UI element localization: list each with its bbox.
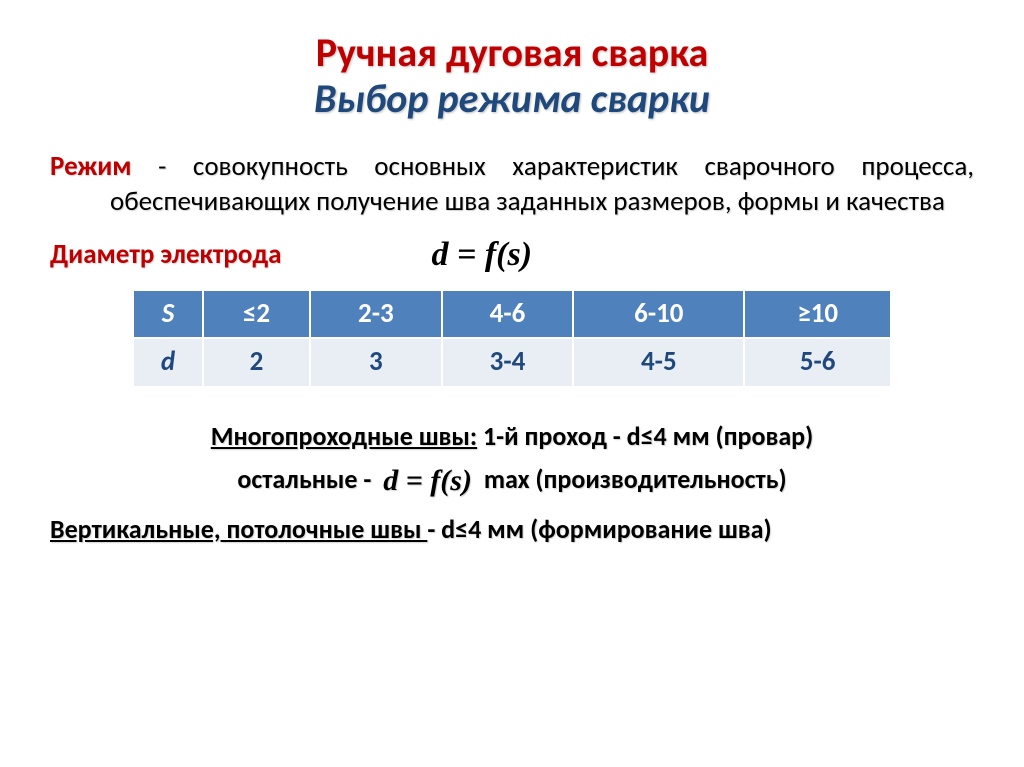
electrode-table: S ≤2 2-3 4-6 6-10 ≥10 d 2 3 3-4 4-5 5-6	[132, 289, 892, 388]
definition-text: - совокупность основных характеристик св…	[110, 150, 974, 218]
note-multipass: Многопроходные швы: 1-й проход - d≤4 мм …	[50, 416, 974, 456]
table-header-label: S	[133, 290, 203, 339]
note-multipass-underline: Многопроходные швы:	[211, 420, 477, 452]
title-subtitle: Выбор режима сварки	[50, 76, 974, 122]
notes-block: Многопроходные швы: 1-й проход - d≤4 мм …	[50, 416, 974, 549]
table-cell: 5-6	[744, 338, 891, 387]
table-cell: 3	[310, 338, 442, 387]
definition-keyword: Режим	[50, 150, 132, 183]
diameter-label: Диаметр электрода	[50, 238, 281, 273]
slide: Ручная дуговая сварка Выбор режима сварк…	[0, 0, 1024, 767]
note-others-post: max (производительность)	[478, 463, 787, 495]
title-block: Ручная дуговая сварка Выбор режима сварк…	[50, 30, 974, 122]
note-vertical-rest: - d≤4 мм (формирование шва)	[427, 513, 771, 545]
formula-main: d = f(s)	[431, 233, 532, 277]
definition-paragraph: Режим - совокупность основных характерис…	[50, 150, 974, 219]
note-vertical-underline: Вертикальные, потолочные швы	[50, 513, 427, 545]
title-main: Ручная дуговая сварка	[50, 30, 974, 76]
table-cell: 3-4	[442, 338, 574, 387]
note-vertical: Вертикальные, потолочные швы - d≤4 мм (ф…	[50, 509, 974, 549]
table-row-label: d	[133, 338, 203, 387]
table-header-cell: ≤2	[203, 290, 310, 339]
note-others-formula: d = f(s)	[377, 464, 478, 497]
note-others: остальные - d = f(s) max (производительн…	[50, 458, 974, 505]
table-cell: 2	[203, 338, 310, 387]
table-header-cell: 2-3	[310, 290, 442, 339]
table-header-cell: 4-6	[442, 290, 574, 339]
table-header-cell: ≥10	[744, 290, 891, 339]
table-data-row: d 2 3 3-4 4-5 5-6	[133, 338, 891, 387]
table-wrap: S ≤2 2-3 4-6 6-10 ≥10 d 2 3 3-4 4-5 5-6	[132, 289, 892, 388]
body: Режим - совокупность основных характерис…	[50, 150, 974, 549]
table-header-cell: 6-10	[573, 290, 744, 339]
table-cell: 4-5	[573, 338, 744, 387]
note-multipass-rest: 1-й проход - d≤4 мм (провар)	[477, 420, 813, 452]
table-header-row: S ≤2 2-3 4-6 6-10 ≥10	[133, 290, 891, 339]
diameter-row: Диаметр электрода d = f(s)	[50, 233, 974, 277]
note-others-pre: остальные -	[237, 463, 377, 495]
